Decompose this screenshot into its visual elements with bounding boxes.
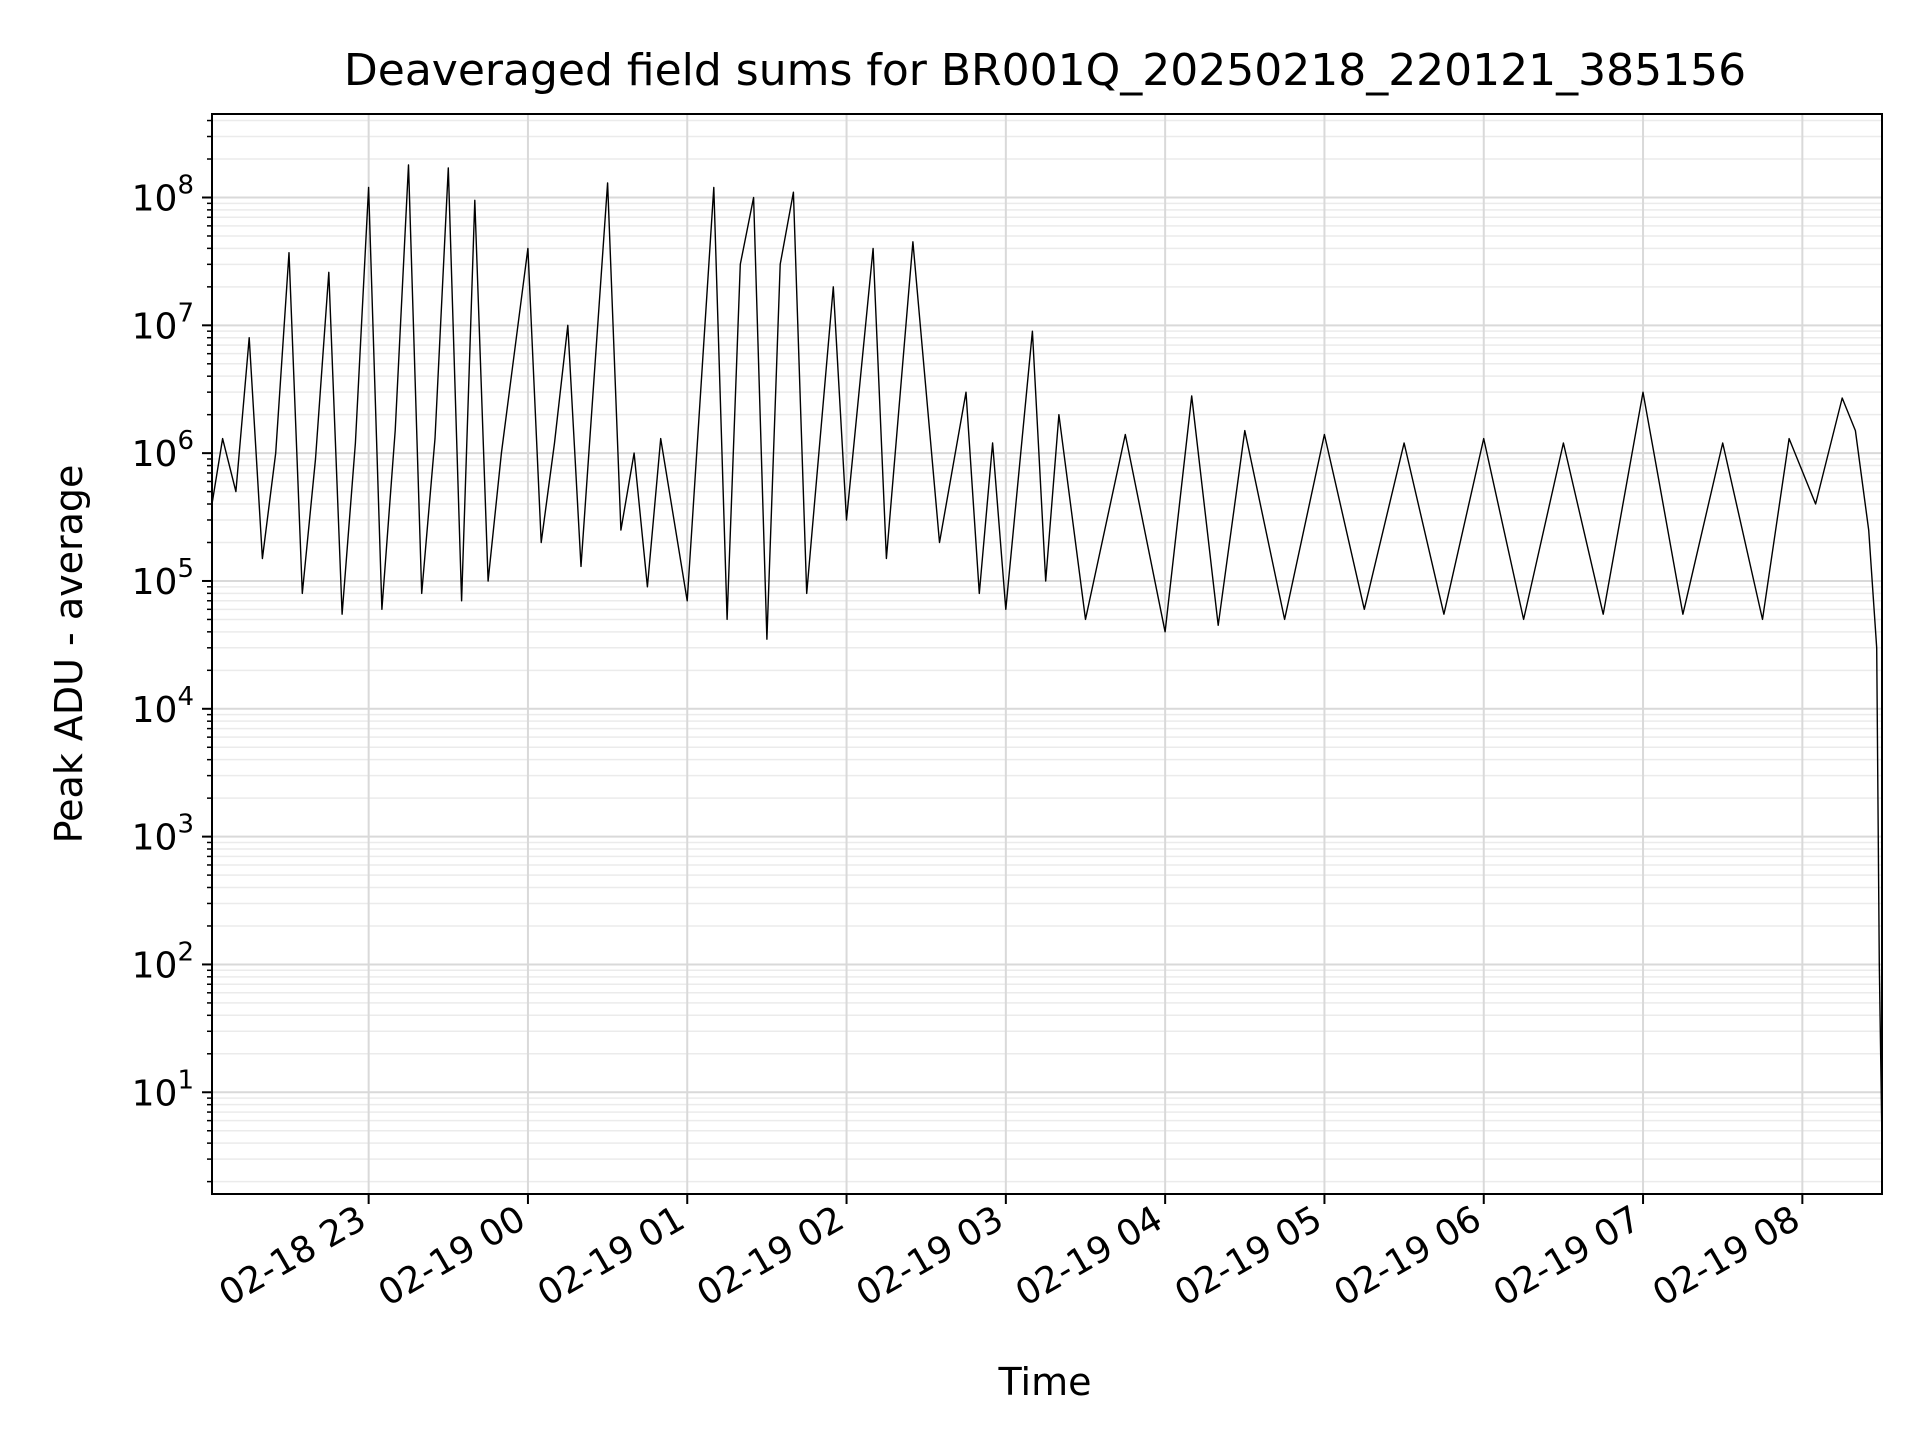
y-tick-label: 105: [132, 554, 194, 603]
y-tick-exponent: 7: [177, 298, 194, 328]
y-tick-label: 102: [132, 937, 194, 986]
y-tick-label: 103: [132, 810, 194, 859]
y-tick-base: 10: [132, 945, 178, 986]
y-tick-base: 10: [132, 306, 178, 347]
x-axis-label: Time: [998, 1360, 1092, 1404]
plot-frame: [211, 113, 1883, 1195]
y-tick-exponent: 6: [177, 426, 194, 456]
y-tick-label: 106: [132, 426, 194, 475]
y-tick-label: 108: [132, 170, 194, 219]
data-layer: [211, 164, 1883, 1144]
y-tick-exponent: 2: [177, 937, 194, 967]
y-tick-label: 101: [132, 1065, 194, 1114]
y-axis-label: Peak ADU - average: [47, 465, 91, 844]
y-tick-base: 10: [132, 178, 178, 219]
y-tick-exponent: 8: [177, 170, 194, 200]
y-tick-label: 104: [132, 682, 194, 731]
y-tick-exponent: 1: [177, 1065, 194, 1095]
y-tick-base: 10: [132, 1073, 178, 1114]
y-tick-exponent: 3: [177, 810, 194, 840]
y-tick-label: 107: [132, 298, 194, 347]
y-tick-base: 10: [132, 818, 178, 859]
y-tick-base: 10: [132, 690, 178, 731]
grid-layer: [212, 114, 1882, 1194]
chart-title: Deaveraged field sums for BR001Q_2025021…: [344, 45, 1746, 96]
y-tick-exponent: 4: [177, 682, 194, 712]
y-tick-base: 10: [132, 434, 178, 475]
series-line: [211, 164, 1883, 1144]
y-tick-exponent: 5: [177, 554, 194, 584]
y-tick-base: 10: [132, 562, 178, 603]
